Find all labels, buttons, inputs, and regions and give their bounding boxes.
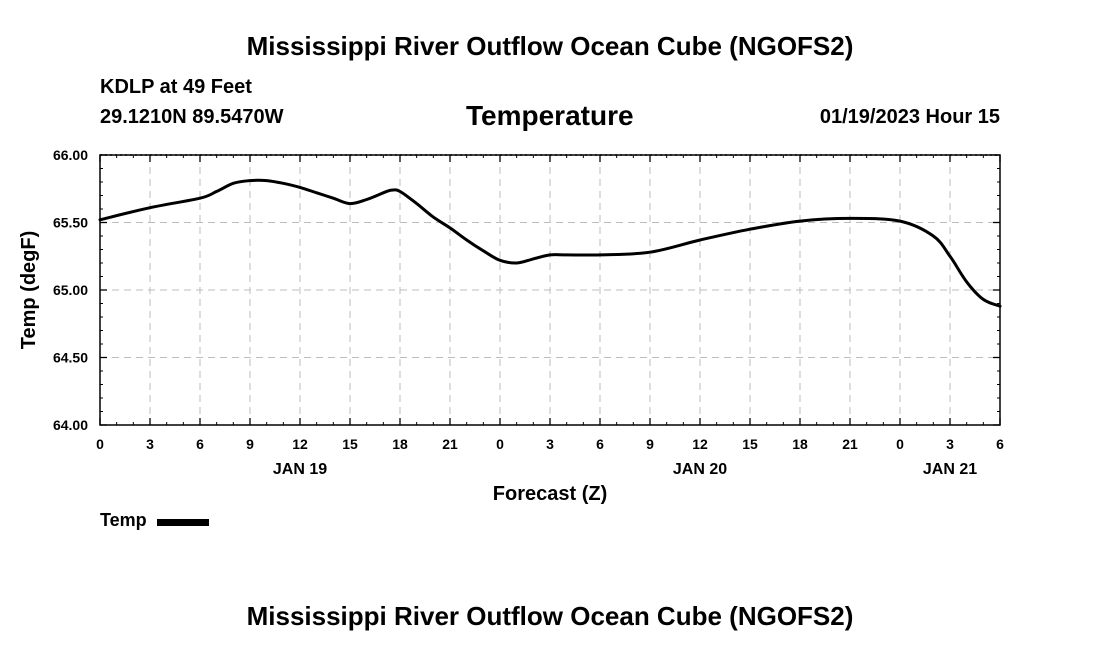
legend-label-temp: Temp	[100, 510, 147, 530]
x-tick-label: 0	[896, 436, 904, 452]
series-line-temp	[98, 178, 1002, 308]
x-tick-label: 3	[546, 436, 554, 452]
station-label: KDLP at 49 Feet	[100, 76, 252, 98]
y-tick-label: 65.50	[53, 215, 88, 231]
day-label: JAN 19	[273, 461, 327, 478]
x-tick-label: 12	[692, 436, 708, 452]
y-axis-label: Temp (degF)	[18, 231, 40, 350]
day-label: JAN 20	[673, 461, 727, 478]
x-tick-label: 21	[442, 436, 458, 452]
x-tick-label: 15	[742, 436, 758, 452]
x-tick-label: 3	[946, 436, 954, 452]
x-tick-label: 18	[392, 436, 408, 452]
legend: Temp	[100, 510, 209, 531]
chart-main-title: Mississippi River Outflow Ocean Cube (NG…	[246, 31, 854, 61]
x-tick-label: 18	[792, 436, 808, 452]
x-tick-label: 6	[596, 436, 604, 452]
x-tick-label: 12	[292, 436, 308, 452]
x-tick-label: 21	[842, 436, 858, 452]
y-tick-label: 65.00	[53, 282, 88, 298]
forecast-timestamp: 01/19/2023 Hour 15	[819, 106, 1000, 128]
y-tick-label: 64.50	[53, 350, 88, 366]
x-tick-label: 3	[146, 436, 154, 452]
temperature-chart: 64.00 64.50 65.00 65.50 66.00 0 3 6 9 12 15 18 21 0 3…	[18, 147, 1004, 505]
x-tick-label: 0	[96, 436, 104, 452]
station-coordinates: 29.1210N 89.5470W	[100, 106, 284, 128]
x-axis-label: Forecast (Z)	[493, 483, 607, 505]
x-tick-label: 6	[196, 436, 204, 452]
x-tick-label: 0	[496, 436, 504, 452]
series-layer	[98, 178, 1002, 308]
day-labels: JAN 19 JAN 20 JAN 21	[273, 461, 977, 478]
x-tick-label: 9	[246, 436, 254, 452]
y-tick-label: 66.00	[53, 147, 88, 163]
grid-lines	[100, 154, 1000, 425]
x-tick-label: 6	[996, 436, 1004, 452]
legend-swatch-temp	[156, 519, 209, 526]
y-tick-label: 64.00	[53, 417, 88, 433]
footer-repeat-title: Mississippi River Outflow Ocean Cube (NG…	[246, 601, 854, 631]
plot-frame	[99, 154, 1001, 426]
x-tick-labels: 0 3 6 9 12 15 18 21 0 3 6 9 12 15 18 21 0 3 6	[96, 436, 1004, 452]
y-tick-labels: 64.00 64.50 65.00 65.50 66.00	[53, 147, 88, 433]
x-tick-label: 15	[342, 436, 358, 452]
x-tick-label: 9	[646, 436, 654, 452]
chart-title: Temperature	[466, 100, 634, 131]
day-label: JAN 21	[923, 461, 977, 478]
